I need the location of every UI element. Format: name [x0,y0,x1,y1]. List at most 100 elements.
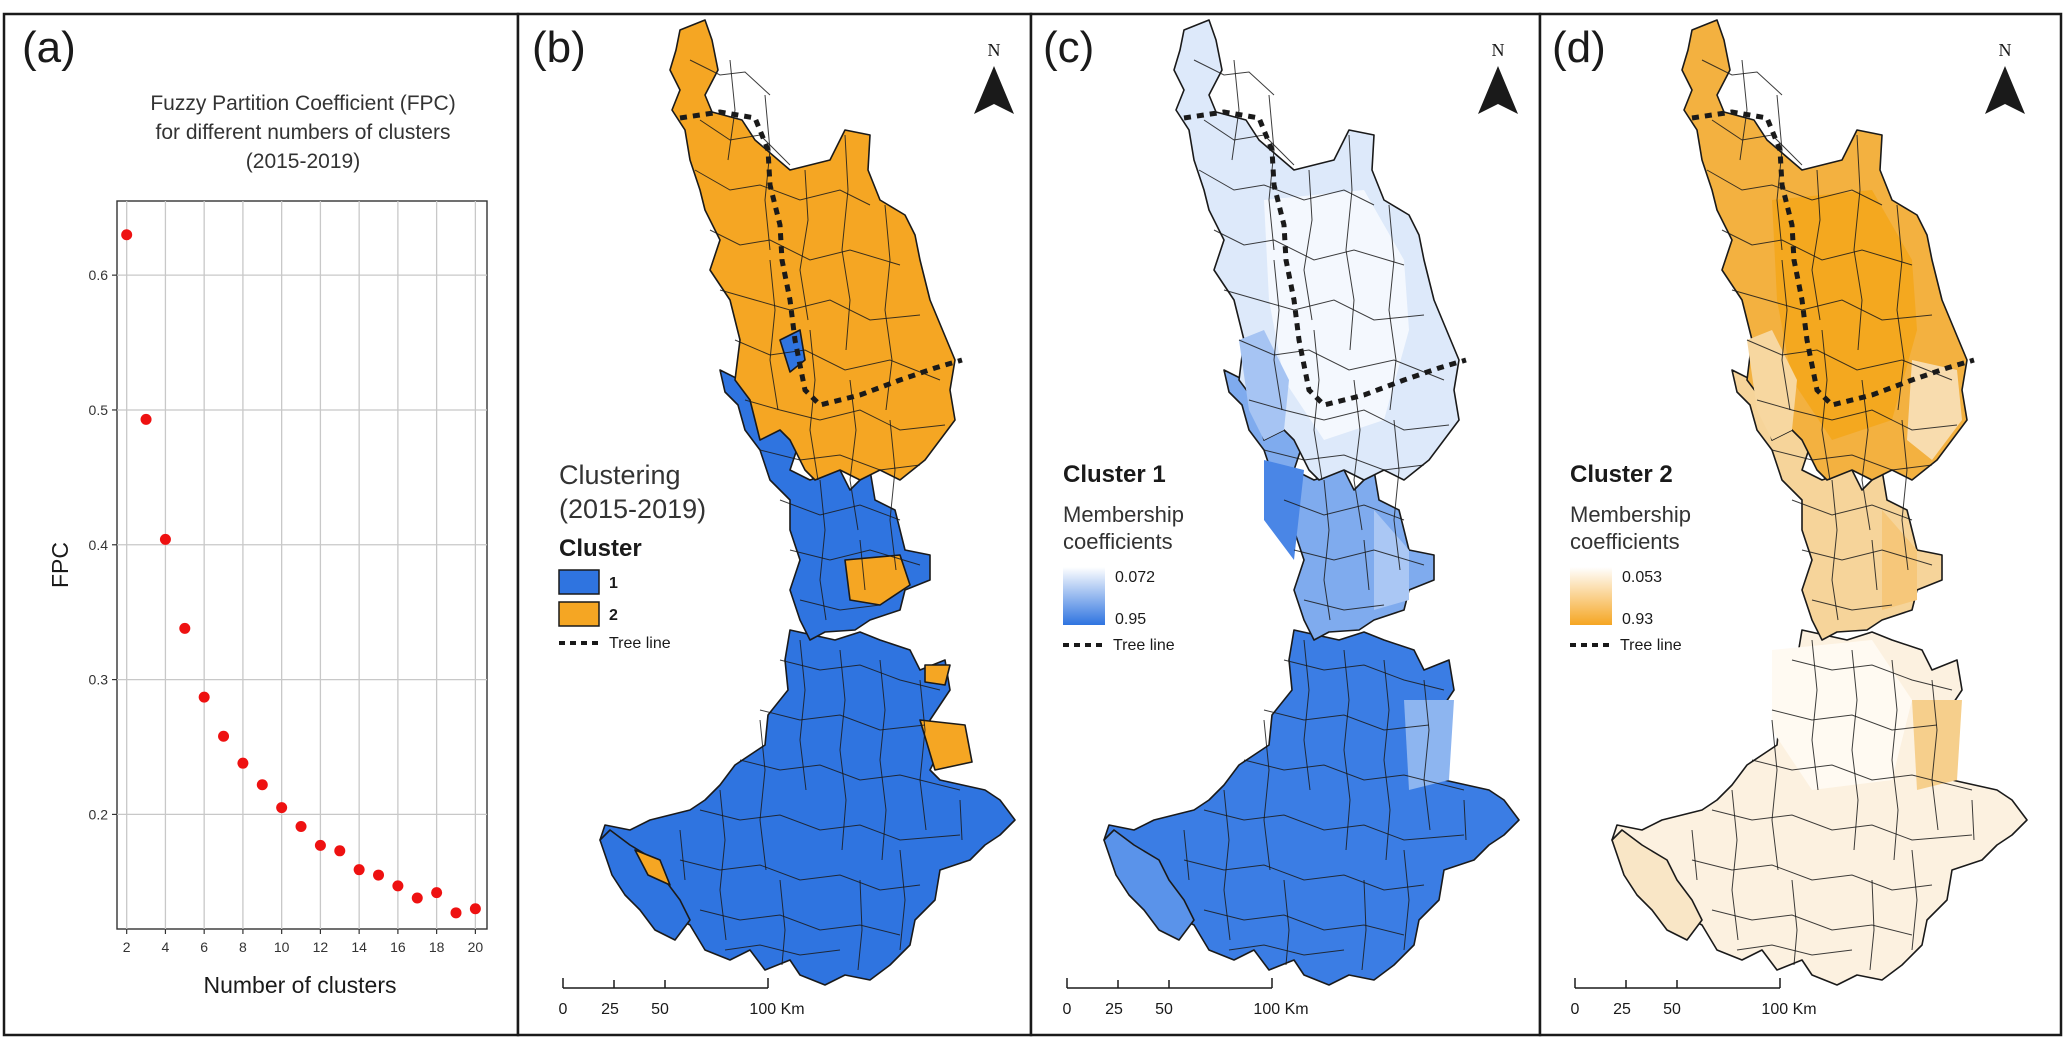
legend-title-line-1: Clustering [559,460,681,490]
map-shade-north-core [1772,190,1917,440]
map-shade-north-east [1907,360,1962,460]
map-patch-cluster-2-b [919,719,973,771]
north-arrow: N [974,40,1014,114]
panel-c-legend: Cluster 1 Membership coefficients 0.072 … [1063,461,1184,654]
fpc-point [198,691,210,703]
legend-tree-line-label: Tree line [1113,637,1175,654]
y-tick-label: 0.3 [89,672,109,688]
legend-sub-line-2: coefficients [1063,529,1173,554]
x-tick-label: 12 [313,939,329,955]
scale-label-100: 100 Km [749,1001,804,1018]
panel-b-map: (b) N Clustering (2015-2019) Cluster 1 2 [532,19,1016,1018]
scale-bar: 0 25 50 100 Km [1571,978,1817,1018]
x-tick-label: 8 [239,939,247,955]
legend-ramp-max: 0.93 [1622,611,1653,628]
map-shade-mid-east [1882,510,1917,610]
scale-label-50: 50 [1155,1001,1173,1018]
fpc-point [353,864,365,876]
north-arrow: N [1478,40,1518,114]
fpc-point [411,892,423,904]
legend-swatch-cluster-1 [558,569,600,595]
legend-tree-line-label: Tree line [609,635,671,652]
map-shade-south-east [1404,700,1454,790]
scale-label-50: 50 [1663,1001,1681,1018]
y-tick-label: 0.2 [89,806,109,822]
membership-map-cluster-2 [1611,19,2028,986]
x-axis-label: Number of clusters [203,972,396,998]
panel-c-letter: (c) [1043,23,1094,72]
x-tick-label: 20 [468,939,484,955]
fpc-point [373,869,385,881]
panel-d-letter: (d) [1552,23,1606,72]
map-shade-north-west [1239,330,1289,440]
fpc-point [237,757,249,769]
north-arrow-label: N [1999,40,2012,60]
fpc-point [276,802,288,814]
panel-b-letter: (b) [532,23,586,72]
y-axis-ticks: 0.2 0.3 0.4 0.5 0.6 [89,267,117,822]
panel-d-legend: Cluster 2 Membership coefficients 0.053 … [1570,461,1691,654]
map-patch-cluster-1-a [779,329,806,373]
y-tick-label: 0.4 [89,537,109,553]
y-gridlines [117,274,487,816]
legend-heading: Cluster [559,535,642,562]
fpc-point [334,845,346,857]
north-arrow-label: N [988,40,1001,60]
chart-title-line-3: (2015-2019) [246,150,360,173]
fpc-point [392,880,404,892]
fpc-point [140,413,152,425]
panel-a-letter: (a) [22,23,76,72]
x-tick-label: 2 [123,939,131,955]
scale-label-25: 25 [1105,1001,1123,1018]
x-tick-label: 10 [274,939,290,955]
legend-ramp-min: 0.053 [1622,569,1662,586]
legend-color-ramp [1570,567,1612,625]
legend-sub-line-1: Membership [1570,502,1691,527]
y-tick-label: 0.6 [89,267,109,283]
fpc-point [179,622,191,634]
north-arrow: N [1985,40,2025,114]
map-patch-cluster-2-c [924,664,951,686]
scale-bar: 0 25 50 100 Km [1063,978,1309,1018]
map-shade-mid-east [1374,510,1409,610]
legend-label-cluster-2: 2 [609,607,618,624]
legend-label-cluster-1: 1 [609,575,618,592]
x-tick-label: 4 [162,939,170,955]
scale-label-25: 25 [601,1001,619,1018]
panel-d-map: (d) N Cluster 2 Membership coefficients … [1552,19,2028,1018]
legend-sub-line-2: coefficients [1570,529,1680,554]
plot-area [116,200,488,930]
x-axis-ticks: 2 4 6 8 10 12 14 16 18 20 [123,929,484,955]
north-arrow-icon [1985,66,2025,114]
fpc-point [256,779,268,791]
fpc-point [314,839,326,851]
legend-heading: Cluster 1 [1063,461,1166,488]
legend-swatch-cluster-2 [558,601,600,627]
fpc-point [121,229,133,241]
fpc-point [159,533,171,545]
y-tick-label: 0.5 [89,402,109,418]
fpc-point [218,730,230,742]
map-shade-south-east [1912,700,1962,790]
scale-label-25: 25 [1613,1001,1631,1018]
legend-heading: Cluster 2 [1570,461,1673,488]
fpc-points [121,229,481,919]
map-patch-cluster-2-d [634,849,671,886]
chart-title-line-2: for different numbers of clusters [156,121,451,144]
scale-label-50: 50 [651,1001,669,1018]
fpc-point [450,907,462,919]
membership-map-cluster-1 [1103,19,1520,986]
map-shade-mid-west [1264,460,1304,560]
x-tick-label: 6 [200,939,208,955]
x-tick-label: 16 [390,939,406,955]
north-arrow-label: N [1492,40,1505,60]
map-shade-south-core [1772,640,1912,790]
panel-a-chart: (a) Fuzzy Partition Coefficient (FPC) fo… [22,23,488,998]
y-axis-label: FPC [47,542,73,588]
scale-label-0: 0 [1571,1001,1580,1018]
fpc-point [295,821,307,833]
legend-sub-line-1: Membership [1063,502,1184,527]
legend-ramp-min: 0.072 [1115,569,1155,586]
map-shade-north-core [1264,190,1409,440]
chart-title-line-1: Fuzzy Partition Coefficient (FPC) [150,92,455,115]
